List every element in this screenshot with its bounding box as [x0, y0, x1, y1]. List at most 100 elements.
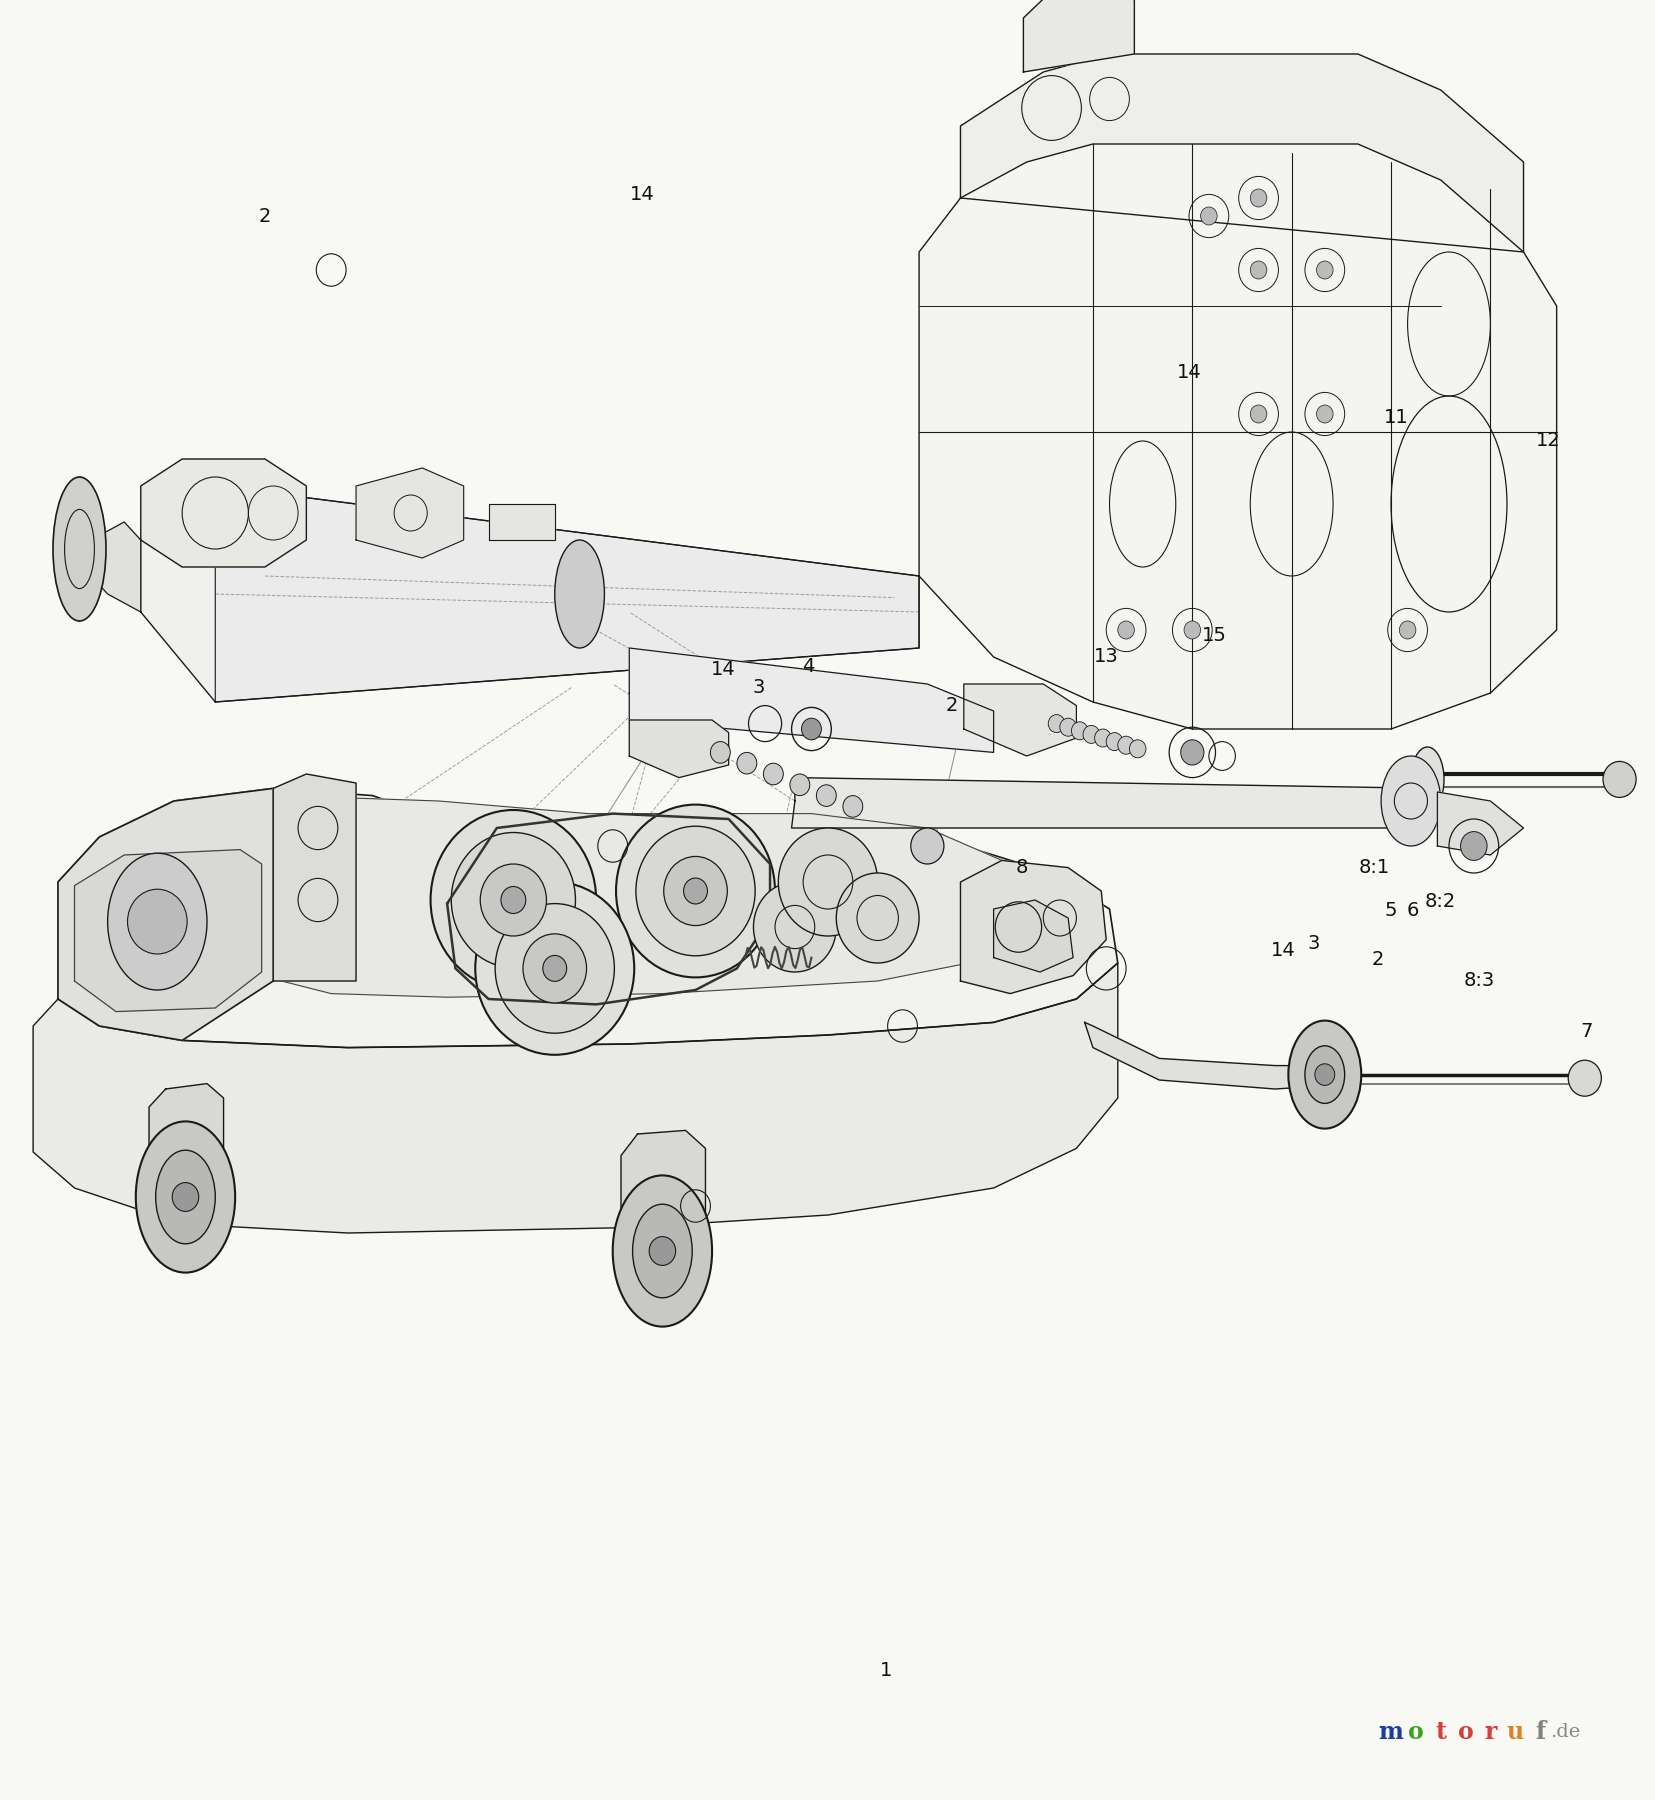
Circle shape: [789, 774, 809, 796]
Text: 14: 14: [631, 185, 654, 203]
Text: 14: 14: [1177, 364, 1200, 382]
Ellipse shape: [1288, 1021, 1360, 1129]
Circle shape: [753, 882, 836, 972]
Text: 13: 13: [1094, 648, 1117, 666]
Circle shape: [1180, 740, 1203, 765]
Circle shape: [1129, 740, 1145, 758]
Text: 8:2: 8:2: [1425, 893, 1455, 911]
Circle shape: [778, 828, 877, 936]
Polygon shape: [58, 788, 1117, 1048]
Text: r: r: [1483, 1719, 1496, 1744]
Text: 3: 3: [751, 679, 765, 697]
Polygon shape: [791, 778, 1432, 828]
Circle shape: [684, 878, 707, 904]
Circle shape: [636, 826, 755, 956]
Text: 2: 2: [1370, 950, 1384, 968]
Circle shape: [816, 785, 836, 806]
Polygon shape: [33, 963, 1117, 1233]
Text: 12: 12: [1536, 432, 1559, 450]
Text: m: m: [1377, 1719, 1403, 1744]
Circle shape: [1094, 729, 1111, 747]
Circle shape: [1250, 261, 1266, 279]
Circle shape: [1250, 405, 1266, 423]
Circle shape: [910, 828, 943, 864]
Circle shape: [127, 889, 187, 954]
Text: 4: 4: [801, 657, 814, 675]
Ellipse shape: [53, 477, 106, 621]
Circle shape: [1048, 715, 1064, 733]
Polygon shape: [215, 486, 919, 702]
Circle shape: [710, 742, 730, 763]
Text: 2: 2: [258, 207, 271, 225]
Circle shape: [480, 864, 546, 936]
Text: 8:1: 8:1: [1359, 859, 1389, 877]
Circle shape: [842, 796, 862, 817]
Text: o: o: [1407, 1719, 1423, 1744]
Polygon shape: [141, 486, 919, 702]
Circle shape: [430, 810, 596, 990]
Text: 6: 6: [1405, 902, 1418, 920]
Text: o: o: [1456, 1719, 1473, 1744]
Circle shape: [1071, 722, 1087, 740]
Polygon shape: [629, 720, 728, 778]
Polygon shape: [960, 54, 1523, 252]
Circle shape: [1314, 1064, 1334, 1085]
Ellipse shape: [108, 853, 207, 990]
Circle shape: [1106, 733, 1122, 751]
Circle shape: [616, 805, 775, 977]
Polygon shape: [1084, 1022, 1357, 1089]
Circle shape: [500, 887, 525, 914]
Ellipse shape: [156, 1150, 215, 1244]
Circle shape: [664, 857, 727, 925]
Text: 11: 11: [1384, 409, 1407, 427]
Text: 14: 14: [1271, 941, 1294, 959]
Polygon shape: [963, 684, 1076, 756]
Text: 3: 3: [1306, 934, 1319, 952]
Circle shape: [1250, 189, 1266, 207]
Polygon shape: [74, 850, 261, 1012]
Polygon shape: [356, 468, 463, 558]
Polygon shape: [141, 459, 306, 567]
Bar: [1316, 567, 1365, 612]
Polygon shape: [1437, 792, 1523, 855]
Polygon shape: [58, 788, 273, 1040]
Ellipse shape: [612, 1175, 712, 1327]
Circle shape: [1200, 207, 1216, 225]
Ellipse shape: [1380, 756, 1440, 846]
Circle shape: [1082, 725, 1099, 743]
Circle shape: [649, 1237, 675, 1265]
Text: u: u: [1506, 1719, 1523, 1744]
Circle shape: [495, 904, 614, 1033]
Polygon shape: [629, 648, 993, 752]
Circle shape: [763, 763, 783, 785]
Circle shape: [1117, 621, 1134, 639]
Text: f: f: [1534, 1719, 1544, 1744]
Circle shape: [1117, 736, 1134, 754]
Polygon shape: [919, 144, 1556, 729]
Circle shape: [1460, 832, 1486, 860]
Ellipse shape: [632, 1204, 692, 1298]
Bar: [1415, 535, 1498, 598]
Circle shape: [1398, 621, 1415, 639]
Circle shape: [1183, 621, 1200, 639]
Polygon shape: [91, 522, 141, 612]
Text: 2: 2: [945, 697, 958, 715]
Circle shape: [736, 752, 756, 774]
Text: 8: 8: [1015, 859, 1028, 877]
Circle shape: [172, 1183, 199, 1211]
Text: .de: .de: [1549, 1723, 1579, 1741]
Polygon shape: [149, 1084, 223, 1192]
Ellipse shape: [136, 1121, 235, 1273]
Ellipse shape: [1410, 747, 1443, 812]
Circle shape: [1602, 761, 1635, 797]
Polygon shape: [960, 860, 1106, 994]
Circle shape: [1316, 405, 1332, 423]
Polygon shape: [993, 900, 1072, 972]
Circle shape: [836, 873, 919, 963]
Text: 5: 5: [1384, 902, 1397, 920]
Circle shape: [1567, 1060, 1600, 1096]
Polygon shape: [273, 774, 356, 981]
Circle shape: [801, 718, 821, 740]
Text: 15: 15: [1200, 626, 1226, 644]
Polygon shape: [621, 1130, 705, 1246]
